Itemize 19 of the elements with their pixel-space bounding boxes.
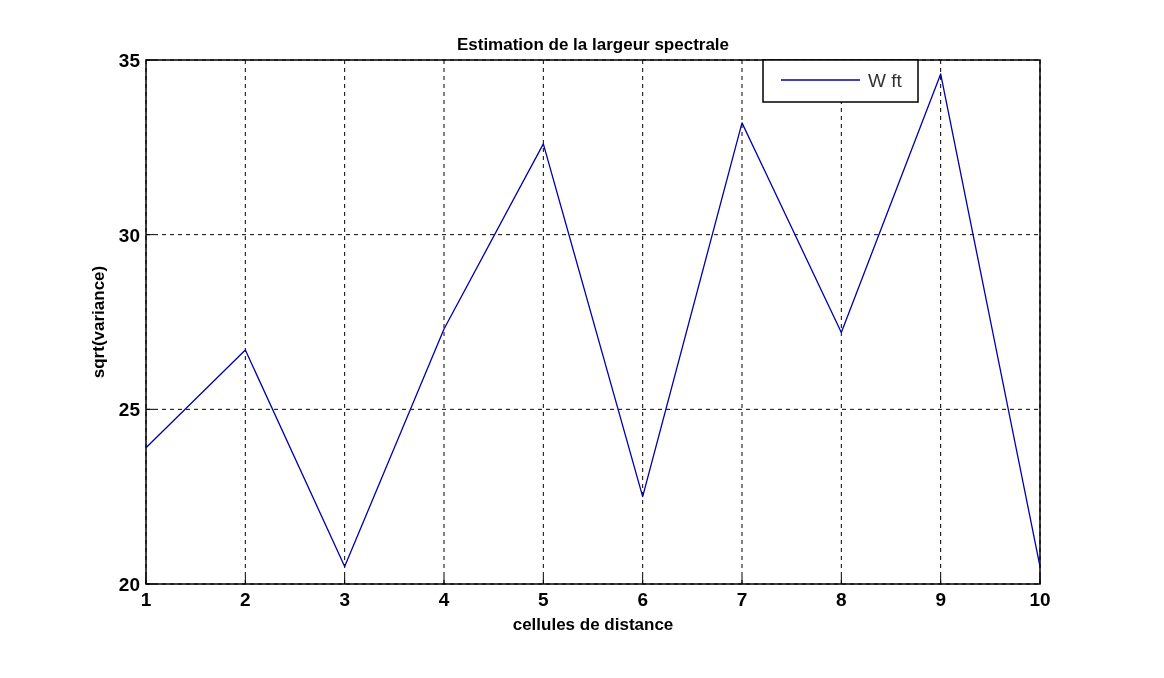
chart-title: Estimation de la largeur spectrale <box>456 35 730 54</box>
x-axis-title: cellules de distance <box>512 615 674 634</box>
x-tick-label: 10 <box>1029 589 1051 610</box>
y-tick-label: 20 <box>118 574 140 595</box>
x-tick-label: 6 <box>637 589 648 610</box>
x-tick-label: 3 <box>339 589 350 610</box>
y-axis-title: sqrt(variance) <box>89 265 108 379</box>
x-tick-label: 2 <box>240 589 251 610</box>
x-tick-label: 7 <box>736 589 748 610</box>
x-tick-label: 9 <box>935 589 946 610</box>
y-tick-label: 35 <box>118 50 141 71</box>
x-tick-label: 4 <box>438 589 450 610</box>
y-tick-label: 30 <box>118 224 140 246</box>
x-tick-label: 8 <box>836 589 847 610</box>
line-series <box>145 73 1041 568</box>
x-tick-label: 1 <box>140 589 152 610</box>
legend-label: W ft <box>868 70 903 91</box>
x-tick-label: 5 <box>538 589 550 610</box>
y-tick-label: 25 <box>118 399 141 421</box>
